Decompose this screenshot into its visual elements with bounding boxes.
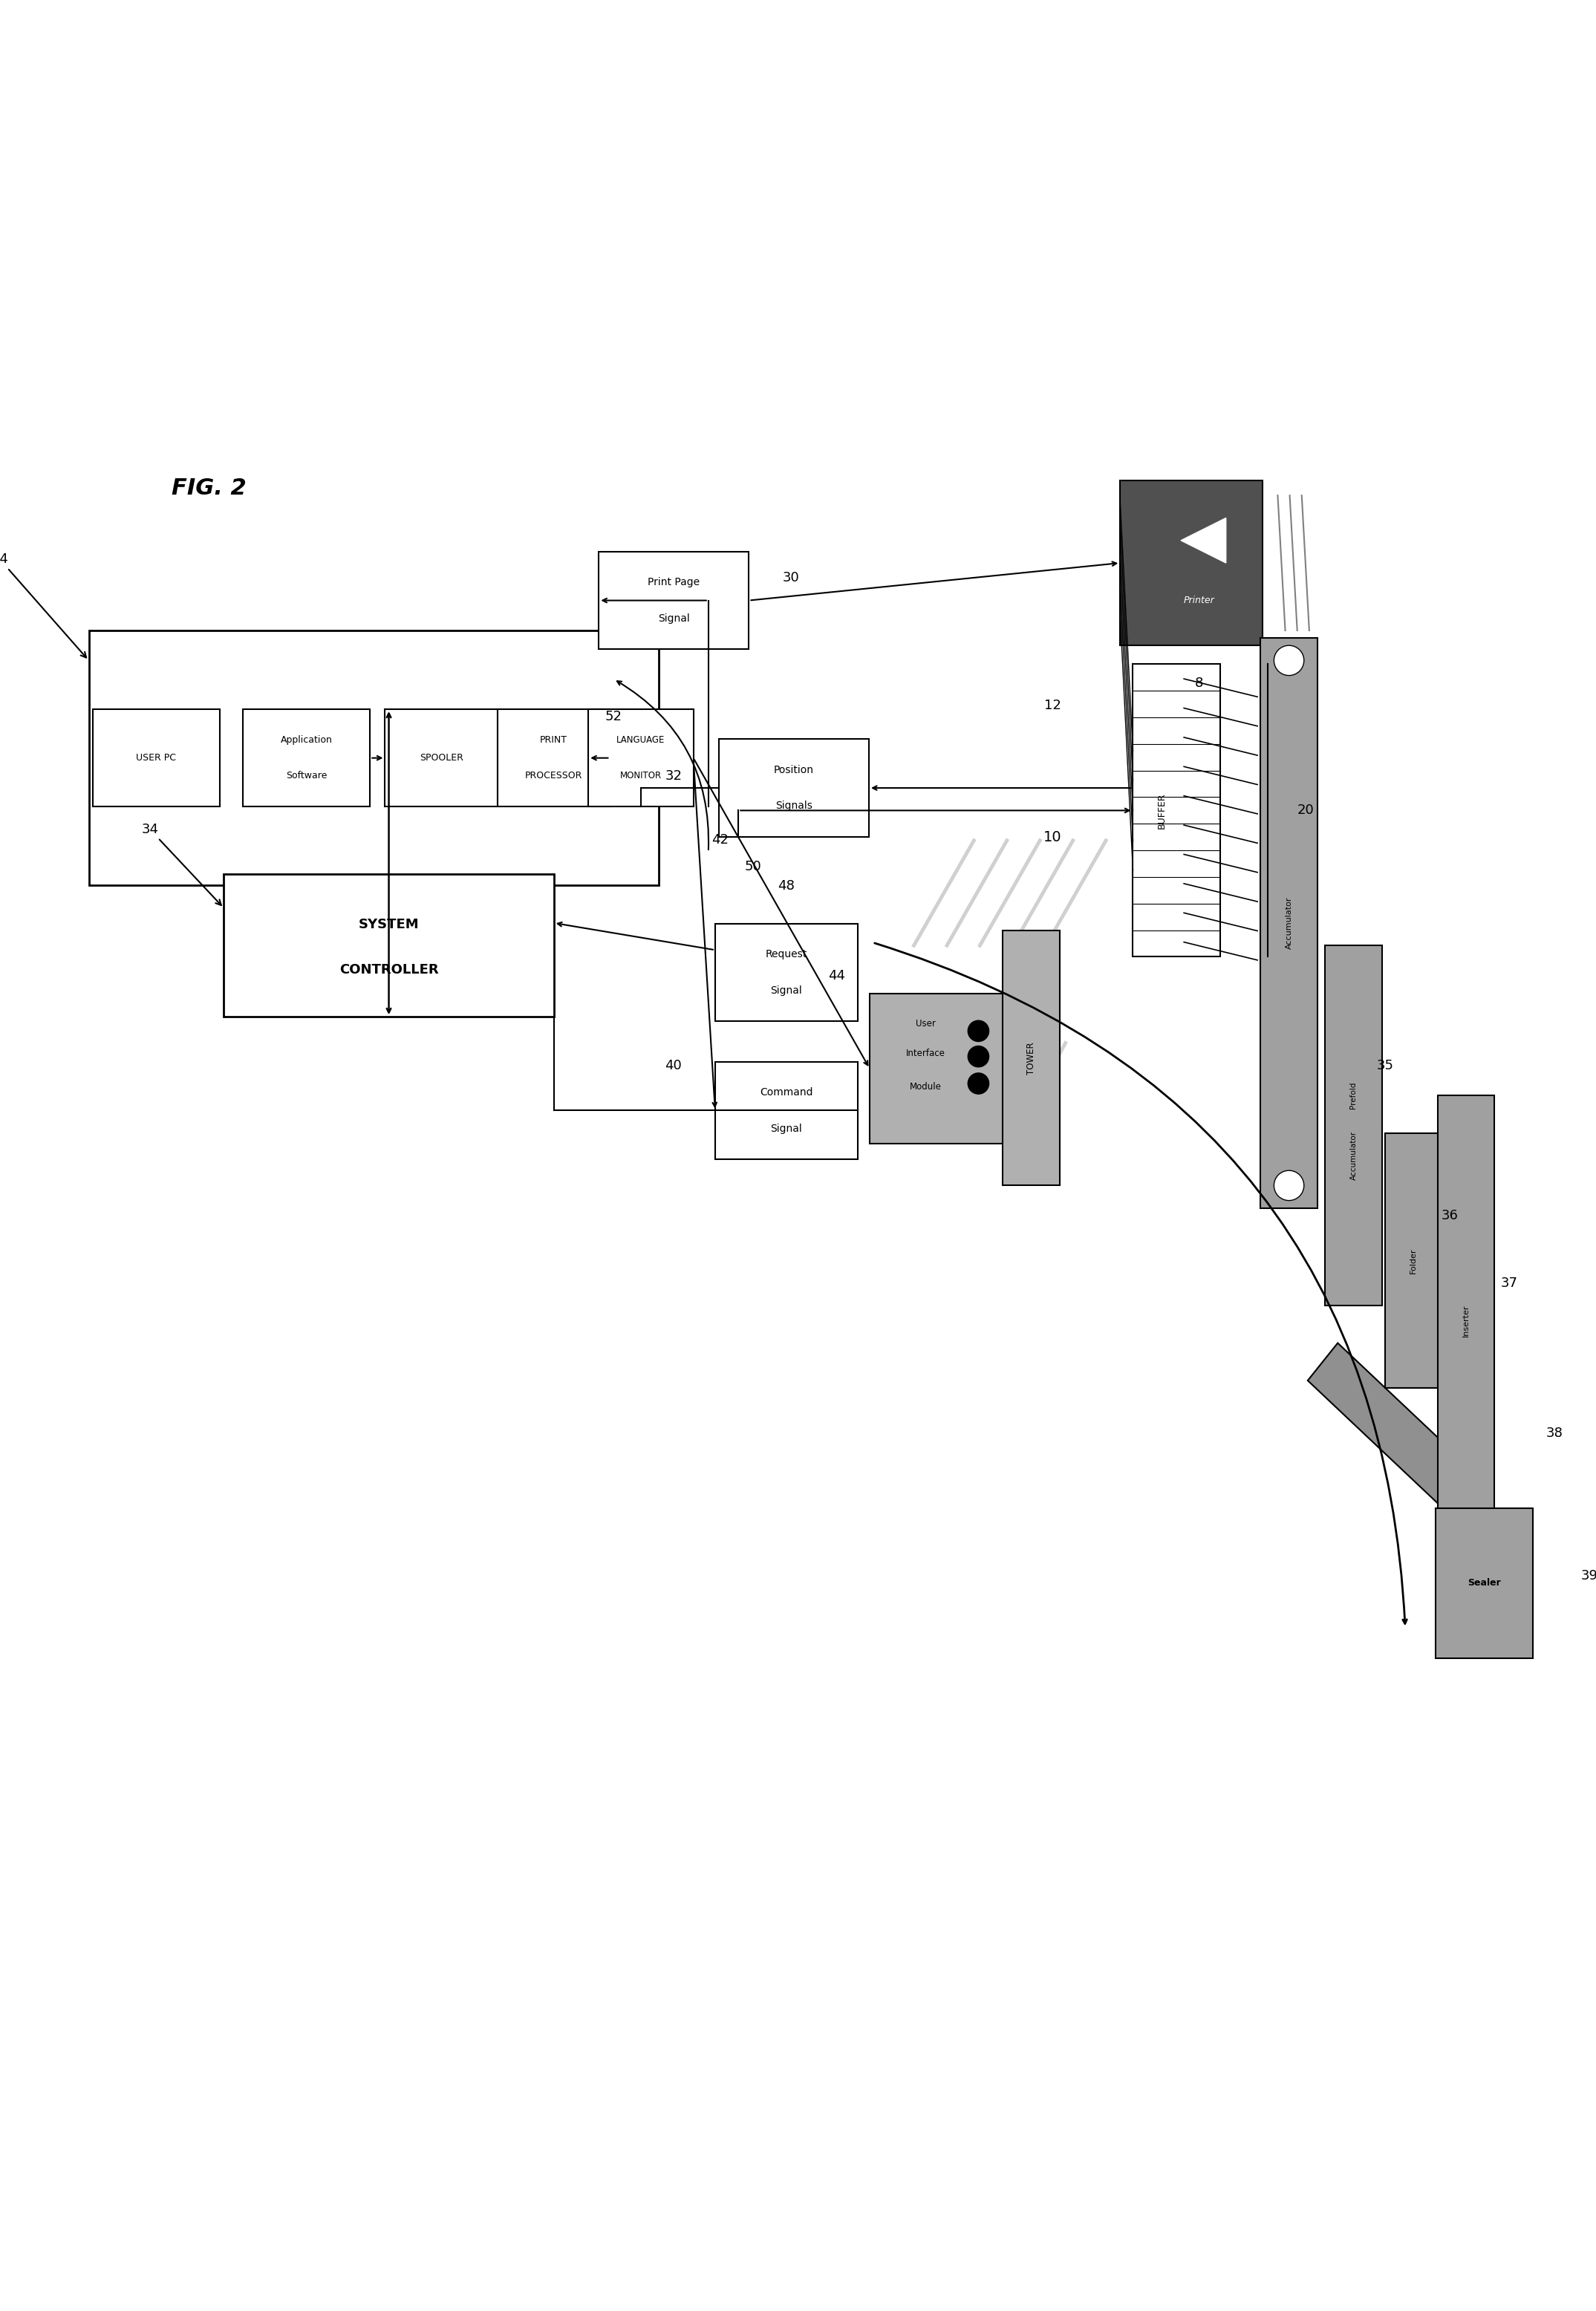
Bar (1438, 1095, 1494, 1546)
Text: 48: 48 (777, 880, 795, 892)
Bar (1435, 1509, 1532, 1657)
Bar (598, 552, 749, 649)
Text: 14: 14 (0, 552, 86, 659)
Text: 8: 8 (1195, 677, 1203, 689)
Text: Interface: Interface (907, 1049, 945, 1058)
Bar (1261, 638, 1317, 1209)
Bar (243, 709, 370, 807)
Text: Sealer: Sealer (1467, 1578, 1500, 1588)
Text: Folder: Folder (1409, 1248, 1417, 1273)
Text: TOWER: TOWER (1026, 1042, 1036, 1075)
Text: 35: 35 (1376, 1058, 1393, 1072)
Polygon shape (1181, 518, 1226, 564)
Text: Position: Position (774, 765, 814, 774)
Text: Command: Command (760, 1086, 812, 1098)
Text: 39: 39 (1582, 1569, 1596, 1583)
Text: Accumulator: Accumulator (1350, 1130, 1357, 1181)
Text: Inserter: Inserter (1462, 1303, 1470, 1336)
Text: 12: 12 (1044, 698, 1061, 712)
Bar (1133, 663, 1219, 957)
Text: FIG. 2: FIG. 2 (171, 476, 246, 499)
Text: Accumulator: Accumulator (1285, 897, 1293, 950)
Circle shape (967, 1021, 990, 1042)
Bar (870, 994, 1012, 1144)
Text: Signal: Signal (771, 984, 803, 996)
Text: 50: 50 (745, 860, 761, 874)
Bar (1325, 945, 1382, 1306)
Bar (385, 709, 498, 807)
Bar (1002, 931, 1060, 1186)
Bar (1385, 1132, 1443, 1389)
Text: CONTROLLER: CONTROLLER (340, 964, 439, 975)
Polygon shape (1307, 1343, 1473, 1509)
Bar (93, 709, 220, 807)
Text: 34: 34 (142, 823, 222, 906)
Bar (718, 740, 868, 837)
Text: Prefold: Prefold (1350, 1082, 1357, 1109)
Circle shape (967, 1047, 990, 1068)
Bar (589, 709, 693, 807)
Text: PRINT: PRINT (539, 735, 568, 744)
Text: Request: Request (766, 950, 808, 959)
Text: 52: 52 (605, 709, 622, 723)
Text: Application: Application (281, 735, 332, 744)
Text: 32: 32 (666, 770, 683, 783)
Text: 40: 40 (664, 1058, 681, 1072)
Circle shape (1274, 1169, 1304, 1199)
Circle shape (967, 1072, 990, 1093)
Circle shape (1274, 645, 1304, 675)
Bar (89, 631, 659, 885)
Text: MONITOR: MONITOR (619, 772, 662, 781)
Text: 10: 10 (1044, 830, 1061, 844)
Bar (715, 1061, 857, 1160)
Bar (498, 709, 610, 807)
Text: Module: Module (910, 1082, 942, 1091)
Text: User: User (916, 1019, 935, 1028)
Text: Signal: Signal (658, 612, 689, 624)
Text: LANGUAGE: LANGUAGE (616, 735, 666, 744)
Text: 30: 30 (782, 571, 800, 585)
Text: Print Page: Print Page (648, 578, 701, 587)
Text: SYSTEM: SYSTEM (359, 917, 420, 931)
Bar (715, 924, 857, 1021)
Text: USER PC: USER PC (136, 753, 176, 763)
Text: Signals: Signals (776, 802, 812, 811)
Text: Signal: Signal (771, 1123, 803, 1135)
Text: 42: 42 (712, 832, 729, 846)
Text: 37: 37 (1500, 1276, 1518, 1290)
Text: Software: Software (286, 772, 327, 781)
Bar (223, 874, 554, 1017)
Text: 44: 44 (828, 968, 846, 982)
Text: 20: 20 (1298, 804, 1314, 818)
Text: 36: 36 (1441, 1209, 1459, 1223)
Text: 38: 38 (1547, 1426, 1562, 1440)
Text: Printer: Printer (1184, 596, 1215, 605)
Text: PROCESSOR: PROCESSOR (525, 772, 583, 781)
Text: BUFFER: BUFFER (1157, 793, 1167, 830)
Bar (1120, 481, 1262, 645)
Text: SPOOLER: SPOOLER (420, 753, 463, 763)
